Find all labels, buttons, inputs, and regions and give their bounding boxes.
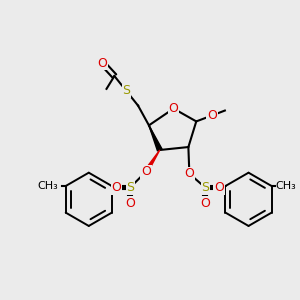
Text: O: O <box>214 181 224 194</box>
Text: O: O <box>200 197 210 210</box>
Text: O: O <box>184 167 194 180</box>
Text: O: O <box>200 197 210 210</box>
Text: O: O <box>111 181 121 194</box>
Text: S: S <box>122 84 130 97</box>
Text: O: O <box>214 181 224 194</box>
Text: O: O <box>207 109 217 122</box>
Text: O: O <box>111 181 121 194</box>
Text: S: S <box>201 181 209 194</box>
Text: O: O <box>169 102 178 115</box>
Text: O: O <box>98 57 107 70</box>
Text: O: O <box>141 165 151 178</box>
Text: O: O <box>125 197 135 210</box>
Text: CH₃: CH₃ <box>37 181 58 191</box>
Polygon shape <box>144 150 160 173</box>
Text: S: S <box>126 181 134 194</box>
Text: O: O <box>98 57 107 70</box>
Text: O: O <box>141 165 151 178</box>
Text: CH₃: CH₃ <box>275 181 296 191</box>
Text: O: O <box>125 197 135 210</box>
Text: O: O <box>207 109 217 122</box>
Text: O: O <box>184 167 194 180</box>
Text: O: O <box>169 102 178 115</box>
Text: S: S <box>201 181 209 194</box>
Text: S: S <box>126 181 134 194</box>
Text: S: S <box>122 84 130 97</box>
Polygon shape <box>149 125 162 151</box>
